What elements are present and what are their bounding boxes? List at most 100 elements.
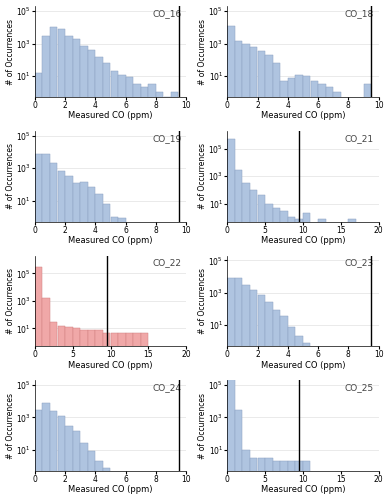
Bar: [333, 474, 341, 500]
Bar: [58, 416, 65, 500]
Bar: [235, 410, 242, 500]
Bar: [242, 285, 250, 500]
Bar: [371, 100, 378, 500]
Bar: [171, 350, 179, 500]
Bar: [333, 224, 341, 500]
Bar: [80, 182, 88, 500]
Bar: [95, 57, 103, 500]
Bar: [310, 224, 318, 500]
Bar: [235, 278, 242, 500]
Bar: [318, 474, 326, 500]
Bar: [227, 139, 235, 500]
Bar: [110, 71, 118, 500]
Bar: [42, 403, 50, 500]
Y-axis label: # of Occurrences: # of Occurrences: [5, 392, 14, 458]
Text: CO_25: CO_25: [345, 383, 374, 392]
X-axis label: Measured CO (ppm): Measured CO (ppm): [261, 361, 345, 370]
Bar: [273, 310, 280, 500]
Bar: [42, 298, 50, 500]
Bar: [141, 332, 148, 500]
Bar: [265, 204, 273, 500]
Bar: [349, 100, 356, 500]
X-axis label: Measured CO (ppm): Measured CO (ppm): [68, 236, 153, 245]
Bar: [326, 350, 333, 500]
Bar: [310, 350, 318, 500]
Bar: [88, 50, 95, 500]
Bar: [303, 461, 310, 500]
Bar: [50, 28, 58, 500]
Bar: [103, 204, 110, 500]
Bar: [73, 40, 80, 500]
Bar: [295, 74, 303, 500]
Bar: [326, 87, 333, 500]
Y-axis label: # of Occurrences: # of Occurrences: [198, 143, 207, 209]
X-axis label: Measured CO (ppm): Measured CO (ppm): [68, 112, 153, 120]
Bar: [80, 444, 88, 500]
Bar: [326, 224, 333, 500]
Bar: [288, 218, 295, 500]
Bar: [273, 461, 280, 500]
Bar: [133, 225, 141, 500]
Bar: [148, 225, 156, 500]
Bar: [171, 474, 179, 500]
Bar: [265, 55, 273, 500]
Bar: [118, 474, 126, 500]
Bar: [273, 208, 280, 500]
Bar: [250, 458, 258, 500]
Bar: [310, 474, 318, 500]
Bar: [133, 474, 141, 500]
Bar: [73, 431, 80, 500]
Text: CO_21: CO_21: [345, 134, 374, 142]
Bar: [280, 80, 288, 500]
Bar: [363, 474, 371, 500]
Bar: [35, 410, 42, 500]
Bar: [35, 73, 42, 500]
Bar: [288, 461, 295, 500]
Bar: [110, 474, 118, 500]
X-axis label: Measured CO (ppm): Measured CO (ppm): [261, 112, 345, 120]
Bar: [95, 461, 103, 500]
Bar: [363, 84, 371, 500]
Bar: [80, 330, 88, 500]
Bar: [156, 92, 163, 500]
Bar: [65, 176, 73, 500]
Bar: [265, 302, 273, 500]
Y-axis label: # of Occurrences: # of Occurrences: [5, 268, 14, 334]
Bar: [341, 100, 348, 500]
Bar: [349, 474, 356, 500]
Bar: [235, 170, 242, 500]
Bar: [341, 474, 348, 500]
Bar: [110, 216, 118, 500]
Bar: [179, 474, 186, 500]
Bar: [163, 225, 171, 500]
Bar: [227, 26, 235, 500]
Text: CO_18: CO_18: [345, 9, 374, 18]
Bar: [371, 224, 378, 500]
Bar: [349, 219, 356, 500]
Bar: [265, 458, 273, 500]
Bar: [42, 36, 50, 500]
Bar: [288, 326, 295, 500]
Y-axis label: # of Occurrences: # of Occurrences: [198, 392, 207, 458]
Bar: [371, 474, 378, 500]
Bar: [371, 350, 378, 500]
Bar: [258, 458, 265, 500]
Bar: [35, 154, 42, 500]
Bar: [250, 290, 258, 500]
Text: CO_19: CO_19: [152, 134, 182, 142]
Bar: [227, 278, 235, 500]
Bar: [103, 468, 110, 500]
Bar: [171, 92, 179, 500]
Bar: [156, 474, 163, 500]
Bar: [141, 225, 148, 500]
Y-axis label: # of Occurrences: # of Occurrences: [5, 143, 14, 209]
Bar: [58, 326, 65, 500]
Bar: [58, 29, 65, 500]
X-axis label: Measured CO (ppm): Measured CO (ppm): [261, 236, 345, 245]
Bar: [363, 350, 371, 500]
X-axis label: Measured CO (ppm): Measured CO (ppm): [68, 486, 153, 494]
Bar: [341, 224, 348, 500]
Bar: [50, 322, 58, 500]
Bar: [65, 328, 73, 500]
Bar: [156, 225, 163, 500]
